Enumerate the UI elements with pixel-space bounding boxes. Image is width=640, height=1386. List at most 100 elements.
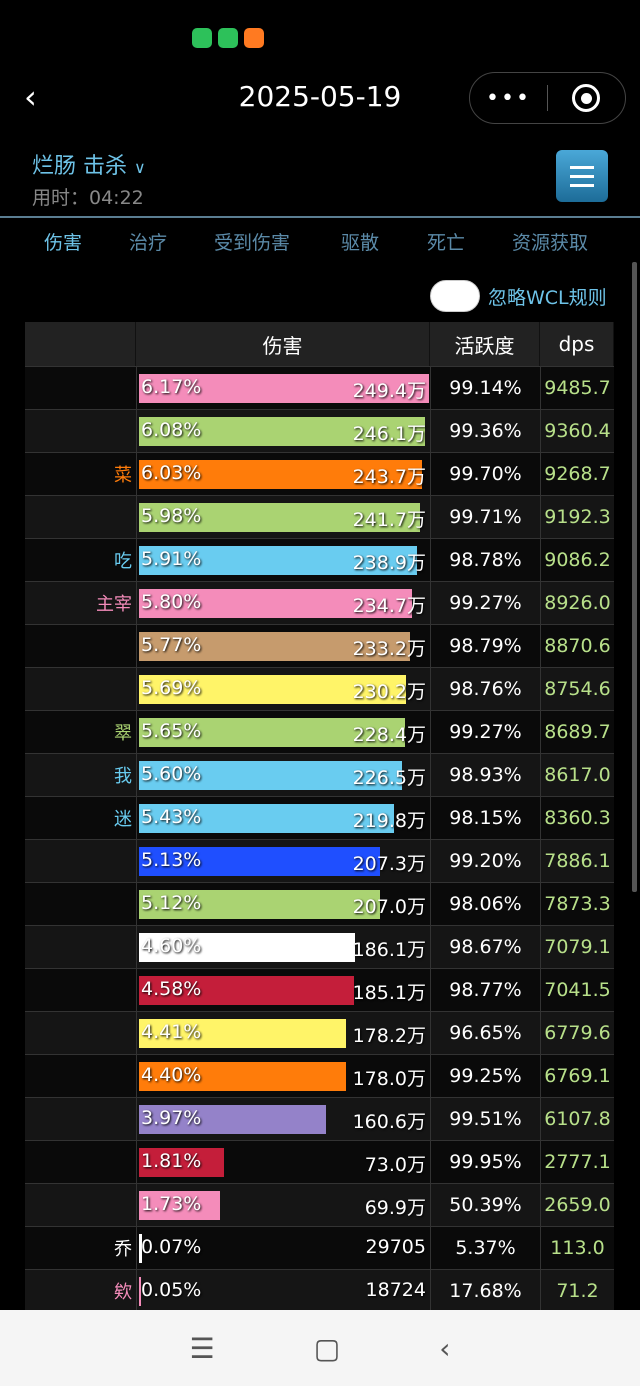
player-name <box>25 1184 136 1226</box>
dps: 6779.6 <box>540 1012 614 1054</box>
back-button[interactable]: ‹ <box>24 78 37 116</box>
damage-percent: 5.12% <box>141 892 202 914</box>
header-divider <box>0 216 640 218</box>
player-name <box>25 840 136 882</box>
app-icon <box>244 28 264 48</box>
damage-amount: 178.0万 <box>352 1068 426 1090</box>
damage-cell: 5.65% 228.4万 <box>136 711 430 753</box>
activity: 98.93% <box>430 754 540 796</box>
player-name: 欸 <box>114 1282 132 1303</box>
damage-percent: 4.58% <box>141 978 202 1000</box>
table-row[interactable]: 6.08% 246.1万 99.36% 9360.4 <box>25 409 614 452</box>
damage-cell: 5.80% 234.7万 <box>136 582 430 624</box>
table-row[interactable]: 迷 5.43% 219.8万 98.15% 8360.3 <box>25 796 614 839</box>
damage-cell: 5.43% 219.8万 <box>136 797 430 839</box>
activity: 99.27% <box>430 582 540 624</box>
table-row[interactable]: 菜 6.03% 243.7万 99.70% 9268.7 <box>25 452 614 495</box>
table-row[interactable]: 4.41% 178.2万 96.65% 6779.6 <box>25 1011 614 1054</box>
table-row[interactable]: 乔 0.07% 29705 5.37% 113.0 <box>25 1226 614 1269</box>
table-row[interactable]: 5.77% 233.2万 98.79% 8870.6 <box>25 624 614 667</box>
recent-apps-button[interactable]: ☰ <box>189 1331 215 1365</box>
damage-percent: 6.03% <box>141 462 202 484</box>
page-title: 2025-05-19 <box>238 80 402 113</box>
tab-healing[interactable]: 治疗 <box>129 232 168 254</box>
damage-bar <box>139 890 380 919</box>
table-row[interactable]: 翠 5.65% 228.4万 99.27% 8689.7 <box>25 710 614 753</box>
home-button[interactable]: ▢ <box>313 1331 341 1365</box>
table-row[interactable]: 5.12% 207.0万 98.06% 7873.3 <box>25 882 614 925</box>
activity: 99.36% <box>430 410 540 452</box>
player-name: 乔 <box>114 1239 132 1260</box>
damage-percent: 5.60% <box>141 763 202 785</box>
damage-cell: 6.08% 246.1万 <box>136 410 430 452</box>
tab-resources[interactable]: 资源获取 <box>512 232 589 254</box>
player-name <box>25 367 136 409</box>
damage-amount: 219.8万 <box>352 810 426 832</box>
damage-amount: 185.1万 <box>352 982 426 1004</box>
ignore-wcl-label: 忽略WCL规则 <box>488 287 607 309</box>
tab-damage-taken[interactable]: 受到伤害 <box>214 232 291 254</box>
activity: 98.67% <box>430 926 540 968</box>
damage-bar <box>139 546 417 575</box>
player-name: 主宰 <box>96 594 132 615</box>
damage-percent: 4.60% <box>141 935 202 957</box>
table-row[interactable]: 欸 0.05% 18724 17.68% 71.2 <box>25 1269 614 1312</box>
player-name <box>25 410 136 452</box>
system-back-button[interactable]: ‹ <box>439 1331 451 1365</box>
header-name[interactable] <box>25 322 136 366</box>
activity: 99.71% <box>430 496 540 538</box>
damage-amount: 178.2万 <box>352 1025 426 1047</box>
damage-bar <box>139 976 355 1005</box>
tab-deaths[interactable]: 死亡 <box>427 232 466 254</box>
target-icon <box>572 84 601 112</box>
table-row[interactable]: 主宰 5.80% 234.7万 99.27% 8926.0 <box>25 581 614 624</box>
damage-percent: 0.05% <box>141 1279 202 1301</box>
more-button[interactable]: ••• <box>486 85 531 111</box>
table-row[interactable]: 4.40% 178.0万 99.25% 6769.1 <box>25 1054 614 1097</box>
damage-bar <box>139 589 412 618</box>
damage-bar <box>139 1234 143 1263</box>
nav-bar: ‹ 2025-05-19 ••• <box>0 70 640 125</box>
damage-bar <box>139 503 421 532</box>
dps: 7873.3 <box>540 883 614 925</box>
close-button[interactable] <box>548 84 625 112</box>
table-row[interactable]: 3.97% 160.6万 99.51% 6107.8 <box>25 1097 614 1140</box>
table-row[interactable]: 5.69% 230.2万 98.76% 8754.6 <box>25 667 614 710</box>
header-damage[interactable]: 伤害 <box>136 322 430 366</box>
table-row[interactable]: 4.60% 186.1万 98.67% 7079.1 <box>25 925 614 968</box>
tab-damage[interactable]: 伤害 <box>44 232 83 254</box>
table-row[interactable]: 1.73% 69.9万 50.39% 2659.0 <box>25 1183 614 1226</box>
header-activity[interactable]: 活跃度 <box>430 322 540 366</box>
damage-cell: 5.60% 226.5万 <box>136 754 430 796</box>
dps: 9086.2 <box>540 539 614 581</box>
table-row[interactable]: 5.98% 241.7万 99.71% 9192.3 <box>25 495 614 538</box>
damage-table: 伤害 活跃度 dps 6.17% 249.4万 99.14% 9485.7 6.… <box>25 322 614 1312</box>
scrollbar[interactable] <box>632 262 637 892</box>
ignore-wcl-toggle[interactable] <box>430 280 480 312</box>
damage-amount: 207.0万 <box>352 896 426 918</box>
table-row[interactable]: 4.58% 185.1万 98.77% 7041.5 <box>25 968 614 1011</box>
player-name <box>25 969 136 1011</box>
table-row[interactable]: 1.81% 73.0万 99.95% 2777.1 <box>25 1140 614 1183</box>
damage-cell: 5.13% 207.3万 <box>136 840 430 882</box>
damage-cell: 1.81% 73.0万 <box>136 1141 430 1183</box>
dps: 7079.1 <box>540 926 614 968</box>
tab-dispels[interactable]: 驱散 <box>341 232 380 254</box>
damage-cell: 0.07% 29705 <box>136 1227 430 1269</box>
menu-button[interactable] <box>556 150 608 202</box>
table-row[interactable]: 吃 5.91% 238.9万 98.78% 9086.2 <box>25 538 614 581</box>
damage-percent: 5.69% <box>141 677 202 699</box>
phone-icon <box>218 28 238 48</box>
table-row[interactable]: 6.17% 249.4万 99.14% 9485.7 <box>25 366 614 409</box>
activity: 99.95% <box>430 1141 540 1183</box>
table-row[interactable]: 5.13% 207.3万 99.20% 7886.1 <box>25 839 614 882</box>
activity: 17.68% <box>430 1270 540 1312</box>
header-dps[interactable]: dps <box>540 322 614 366</box>
encounter-selector[interactable]: 烂肠 击杀 ∨ <box>32 148 146 180</box>
system-nav-bar: ☰ ▢ ‹ <box>0 1310 640 1386</box>
activity: 98.79% <box>430 625 540 667</box>
table-row[interactable]: 我 5.60% 226.5万 98.93% 8617.0 <box>25 753 614 796</box>
damage-bar <box>139 847 381 876</box>
damage-percent: 4.41% <box>141 1021 202 1043</box>
damage-bar <box>139 675 407 704</box>
